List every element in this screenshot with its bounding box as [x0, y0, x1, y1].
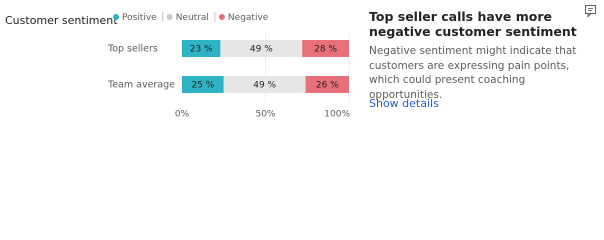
x-tick-label: 50%: [255, 110, 275, 120]
show-details-link[interactable]: Show details: [369, 97, 439, 110]
legend-marker: [166, 14, 173, 20]
icon-tail: [587, 13, 592, 18]
legend-label: Neutral: [176, 13, 209, 23]
bar-segment: [302, 40, 349, 57]
section-title: Customer sentiment: [5, 14, 118, 27]
bar-value-label: 28 %: [314, 45, 337, 55]
category-label: Top sellers: [107, 44, 158, 55]
bar-segment: [220, 40, 303, 57]
insight-body: Negative sentiment might indicate that c…: [369, 45, 577, 101]
bar-value-label: 25 %: [191, 81, 214, 91]
bar-segment: [182, 40, 221, 57]
insight-title: Top seller calls have more negative cust…: [369, 9, 577, 39]
category-label: Team average: [107, 80, 175, 91]
bar-value-label: 26 %: [316, 81, 339, 91]
legend-marker: [113, 14, 119, 20]
bar-value-label: 23 %: [190, 45, 213, 55]
bar-value-label: 49 %: [253, 81, 276, 91]
bar-segment: [182, 76, 224, 93]
bar-value-label: 49 %: [250, 45, 273, 55]
page: {"header": {"title": "Customer sentiment…: [5, 4, 598, 120]
feedback-icon[interactable]: [584, 4, 598, 18]
icon-frame: [585, 5, 596, 14]
legend-label: Positive: [122, 13, 157, 23]
bar-segment: [305, 76, 349, 93]
legend-label: Negative: [228, 13, 269, 23]
legend-marker: [218, 14, 225, 20]
bar-segment: [223, 76, 306, 93]
chart: Positive Neutral Negative 0% 50% 100% Top sell…: [107, 12, 350, 120]
x-tick-label: 0%: [175, 110, 190, 120]
x-tick-label: 100%: [324, 110, 350, 120]
